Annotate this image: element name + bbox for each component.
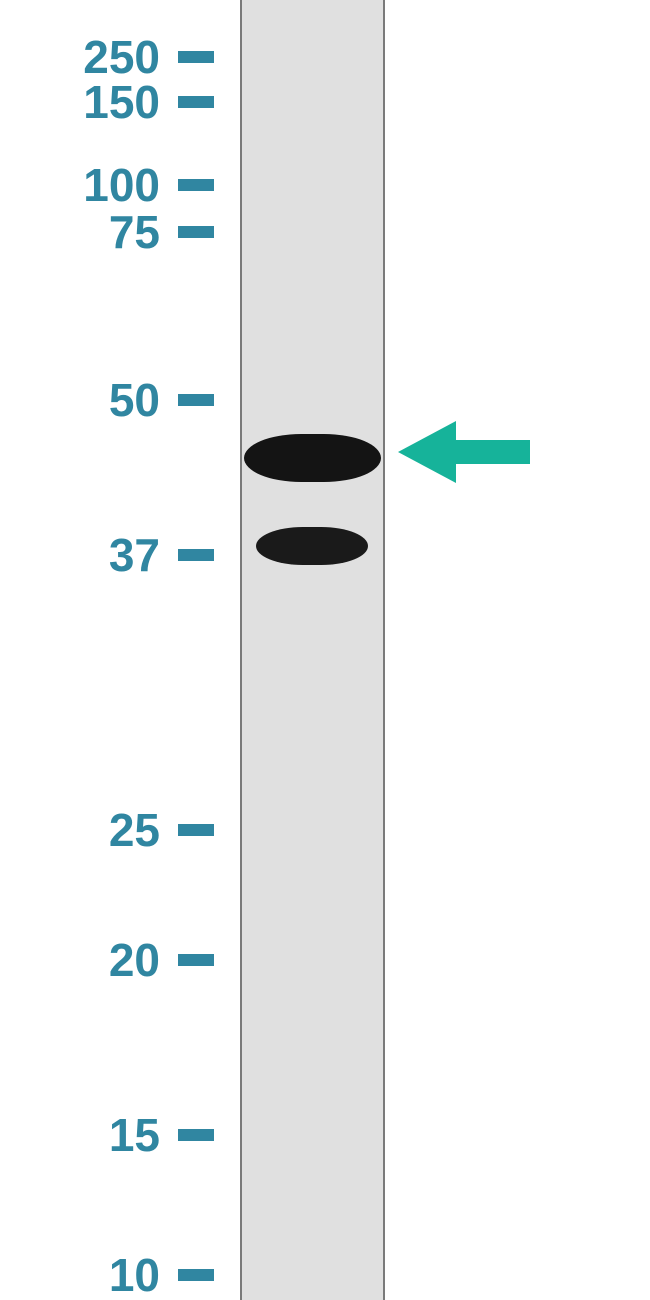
marker-tick-100 bbox=[178, 179, 214, 191]
gel-lane bbox=[240, 0, 385, 1300]
marker-label-25: 25 bbox=[109, 803, 160, 857]
marker-label-37: 37 bbox=[109, 528, 160, 582]
marker-tick-150 bbox=[178, 96, 214, 108]
marker-tick-25 bbox=[178, 824, 214, 836]
marker-tick-15 bbox=[178, 1129, 214, 1141]
marker-tick-37 bbox=[178, 549, 214, 561]
marker-tick-75 bbox=[178, 226, 214, 238]
band-upper bbox=[244, 434, 381, 482]
marker-tick-50 bbox=[178, 394, 214, 406]
marker-tick-20 bbox=[178, 954, 214, 966]
marker-label-20: 20 bbox=[109, 933, 160, 987]
marker-tick-250 bbox=[178, 51, 214, 63]
band-lower bbox=[256, 527, 368, 565]
western-blot-figure: 25015010075503725201510 bbox=[0, 0, 650, 1300]
marker-label-10: 10 bbox=[109, 1248, 160, 1300]
marker-label-75: 75 bbox=[109, 205, 160, 259]
marker-tick-10 bbox=[178, 1269, 214, 1281]
arrow-head-icon bbox=[398, 421, 456, 483]
marker-label-100: 100 bbox=[83, 158, 160, 212]
marker-label-50: 50 bbox=[109, 373, 160, 427]
arrow-tail bbox=[450, 440, 530, 464]
marker-label-150: 150 bbox=[83, 75, 160, 129]
marker-label-15: 15 bbox=[109, 1108, 160, 1162]
